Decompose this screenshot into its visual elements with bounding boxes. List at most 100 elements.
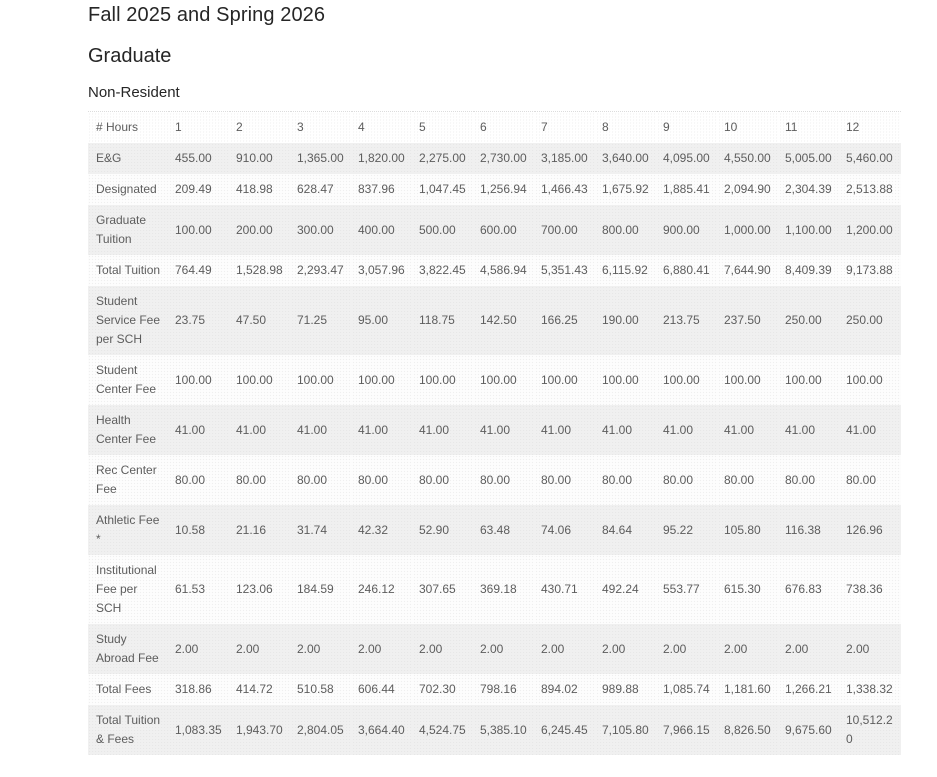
fee-value: 41.00 bbox=[718, 405, 779, 455]
fee-value: 8,409.39 bbox=[779, 255, 840, 286]
fee-value: 209.49 bbox=[169, 174, 230, 205]
fee-value: 5,005.00 bbox=[779, 143, 840, 174]
fee-value: 9,675.60 bbox=[779, 705, 840, 755]
fee-value: 80.00 bbox=[413, 455, 474, 505]
fee-value: 41.00 bbox=[535, 405, 596, 455]
fee-value: 800.00 bbox=[596, 205, 657, 255]
fee-value: 41.00 bbox=[169, 405, 230, 455]
fee-value: 80.00 bbox=[169, 455, 230, 505]
fee-value: 4,550.00 bbox=[718, 143, 779, 174]
fee-value: 1,820.00 bbox=[352, 143, 413, 174]
fee-value: 126.96 bbox=[840, 505, 901, 555]
fee-value: 492.24 bbox=[596, 555, 657, 624]
fee-value: 100.00 bbox=[779, 355, 840, 405]
fee-row: Student Service Fee per SCH 23.75 47.50 71.… bbox=[88, 286, 901, 355]
fee-value: 369.18 bbox=[474, 555, 535, 624]
fee-value: 52.90 bbox=[413, 505, 474, 555]
tuition-fee-table: # Hours 1 2 3 4 5 6 7 8 9 10 11 12 E&G 455.00 910.00 1,… bbox=[88, 111, 901, 755]
fee-value: 250.00 bbox=[779, 286, 840, 355]
fee-value: 2,513.88 bbox=[840, 174, 901, 205]
fee-value: 41.00 bbox=[413, 405, 474, 455]
row-label: E&G bbox=[88, 143, 169, 174]
fee-value: 553.77 bbox=[657, 555, 718, 624]
fee-value: 676.83 bbox=[779, 555, 840, 624]
fee-value: 80.00 bbox=[474, 455, 535, 505]
fee-value: 606.44 bbox=[352, 674, 413, 705]
fee-value: 1,200.00 bbox=[840, 205, 901, 255]
fee-value: 41.00 bbox=[474, 405, 535, 455]
fee-value: 1,338.32 bbox=[840, 674, 901, 705]
fee-value: 2.00 bbox=[718, 624, 779, 674]
fee-row: Study Abroad Fee 2.00 2.00 2.00 2.00 2.00 2.00… bbox=[88, 624, 901, 674]
fee-row: Student Center Fee 100.00 100.00 100.00 100.… bbox=[88, 355, 901, 405]
fee-value: 166.25 bbox=[535, 286, 596, 355]
row-label: Institutional Fee per SCH bbox=[88, 555, 169, 624]
fee-value: 8,826.50 bbox=[718, 705, 779, 755]
fee-value: 1,365.00 bbox=[291, 143, 352, 174]
fee-value: 100.00 bbox=[718, 355, 779, 405]
fee-value: 628.47 bbox=[291, 174, 352, 205]
fee-value: 80.00 bbox=[718, 455, 779, 505]
fee-value: 2,094.90 bbox=[718, 174, 779, 205]
fee-value: 80.00 bbox=[291, 455, 352, 505]
fee-value: 1,000.00 bbox=[718, 205, 779, 255]
fee-value: 213.75 bbox=[657, 286, 718, 355]
row-label: Student Center Fee bbox=[88, 355, 169, 405]
row-label: Rec Center Fee bbox=[88, 455, 169, 505]
fee-value: 100.00 bbox=[169, 355, 230, 405]
fee-value: 80.00 bbox=[596, 455, 657, 505]
fee-value: 80.00 bbox=[352, 455, 413, 505]
fee-value: 510.58 bbox=[291, 674, 352, 705]
column-header-1: 1 bbox=[169, 111, 230, 143]
fee-value: 989.88 bbox=[596, 674, 657, 705]
fee-value: 1,528.98 bbox=[230, 255, 291, 286]
fee-value: 1,256.94 bbox=[474, 174, 535, 205]
fee-value: 246.12 bbox=[352, 555, 413, 624]
residency-section-title: Non-Resident bbox=[88, 84, 180, 101]
row-label: Total Fees bbox=[88, 674, 169, 705]
fee-value: 455.00 bbox=[169, 143, 230, 174]
fee-value: 600.00 bbox=[474, 205, 535, 255]
fee-value: 250.00 bbox=[840, 286, 901, 355]
fee-value: 4,586.94 bbox=[474, 255, 535, 286]
row-label: Total Tuition bbox=[88, 255, 169, 286]
row-label: Student Service Fee per SCH bbox=[88, 286, 169, 355]
fee-value: 318.86 bbox=[169, 674, 230, 705]
column-header-12: 12 bbox=[840, 111, 901, 143]
fee-value: 2.00 bbox=[657, 624, 718, 674]
fee-value: 2.00 bbox=[535, 624, 596, 674]
fee-row: Athletic Fee * 10.58 21.16 31.74 42.32 52.90 6… bbox=[88, 505, 901, 555]
fee-value: 95.22 bbox=[657, 505, 718, 555]
fee-value: 910.00 bbox=[230, 143, 291, 174]
fee-value: 9,173.88 bbox=[840, 255, 901, 286]
fee-value: 41.00 bbox=[779, 405, 840, 455]
fee-value: 100.00 bbox=[230, 355, 291, 405]
fee-row: Graduate Tuition 100.00 200.00 300.00 400.00… bbox=[88, 205, 901, 255]
fee-value: 74.06 bbox=[535, 505, 596, 555]
fee-value: 894.02 bbox=[535, 674, 596, 705]
fee-value: 5,351.43 bbox=[535, 255, 596, 286]
fee-value: 3,185.00 bbox=[535, 143, 596, 174]
fee-value: 7,966.15 bbox=[657, 705, 718, 755]
column-header-11: 11 bbox=[779, 111, 840, 143]
fee-value: 61.53 bbox=[169, 555, 230, 624]
fee-value: 3,057.96 bbox=[352, 255, 413, 286]
fee-row: Designated 209.49 418.98 628.47 837.96 1,047.… bbox=[88, 174, 901, 205]
row-label: Designated bbox=[88, 174, 169, 205]
fee-value: 6,245.45 bbox=[535, 705, 596, 755]
fee-value: 2.00 bbox=[169, 624, 230, 674]
fee-value: 100.00 bbox=[535, 355, 596, 405]
fee-value: 798.16 bbox=[474, 674, 535, 705]
fee-value: 41.00 bbox=[657, 405, 718, 455]
fee-value: 4,095.00 bbox=[657, 143, 718, 174]
fee-value: 2,293.47 bbox=[291, 255, 352, 286]
fee-value: 1,100.00 bbox=[779, 205, 840, 255]
fee-row: Health Center Fee 41.00 41.00 41.00 41.00 41.… bbox=[88, 405, 901, 455]
fee-value: 2,304.39 bbox=[779, 174, 840, 205]
row-label: Health Center Fee bbox=[88, 405, 169, 455]
header-row: # Hours 1 2 3 4 5 6 7 8 9 10 11 12 bbox=[88, 111, 901, 143]
fee-value: 100.00 bbox=[474, 355, 535, 405]
row-label: Athletic Fee * bbox=[88, 505, 169, 555]
fee-value: 3,664.40 bbox=[352, 705, 413, 755]
fee-value: 2.00 bbox=[413, 624, 474, 674]
